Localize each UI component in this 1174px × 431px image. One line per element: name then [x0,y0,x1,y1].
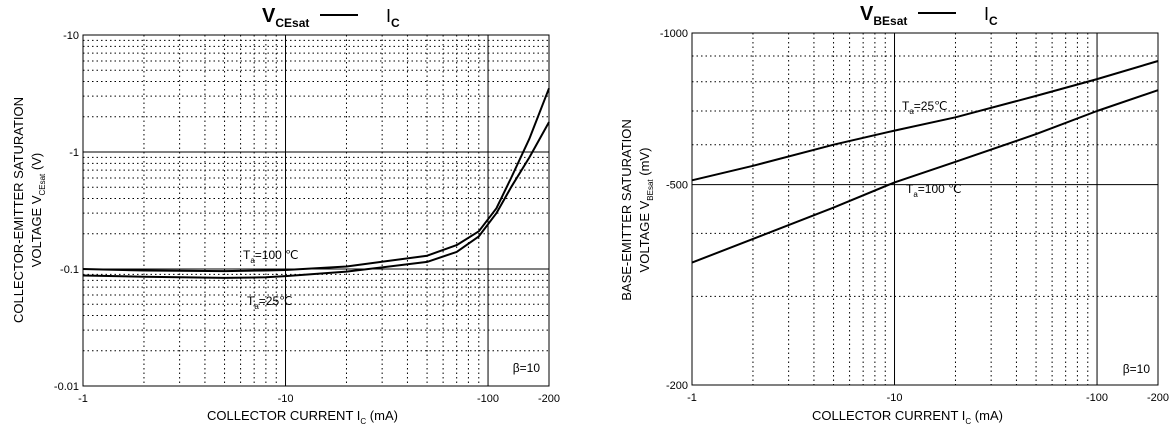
chart-title: VBEsat IC [860,3,998,28]
plot-frame [691,32,1159,386]
y-tick-label: -0.01 [54,381,79,393]
chart-2: -1 -10 -100 -200 -1000 -500 -200 Ta=25℃ Ta=100 ℃… [619,3,1169,426]
x-tick-label: -1 [687,392,697,404]
title-text: VCEsat [262,5,309,30]
beta-annotation: β=10 [1123,362,1151,376]
series-label-2: Ta=25℃ [247,294,293,311]
y-tick-label: -1 [69,147,79,159]
x-tick-label: -200 [538,393,560,405]
y-tick-label: -1000 [660,28,688,40]
title-vs: IC [984,4,998,28]
y-tick-label: -0.1 [60,264,79,276]
x-tick-label: -100 [1086,392,1108,404]
grid [83,35,549,386]
series-label-2: Ta=100 ℃ [906,182,962,199]
y-tick-label: -200 [666,380,688,392]
y-tick-label: -10 [63,30,79,42]
x-tick-label: -200 [1147,392,1169,404]
chart-1: -1 -10 -100 -200 -10 -1 -0.1 -0.01 Ta=100 ℃ Ta=25… [11,5,560,426]
chart-title: VCEsat IC [262,5,400,30]
x-tick-label: -100 [477,393,499,405]
series-label-1: Ta=25℃ [902,99,948,116]
plot-frame [82,34,550,387]
series-label-1: Ta=100 ℃ [243,248,299,265]
y-axis-label-line2: VOLTAGE VBEsat (mV) [637,148,655,273]
grid [692,33,1158,385]
x-axis-label: COLLECTOR CURRENT IC (mA) [812,408,1003,426]
series-line-2 [691,89,1159,264]
y-tick-label: -500 [666,180,688,192]
title-vs: IC [386,6,400,30]
y-axis-label-line1: COLLECTOR-EMITTER SATURATION [11,97,26,323]
series-line-1 [82,87,550,273]
x-tick-label: -1 [78,393,88,405]
x-axis-label: COLLECTOR CURRENT IC (mA) [207,408,398,426]
series-line-1 [691,60,1159,182]
beta-annotation: β=10 [513,361,541,375]
x-tick-label: -10 [278,393,294,405]
y-axis-label-line2: VOLTAGE VCEsat (V) [29,153,47,268]
series-line-2 [82,121,550,279]
x-tick-label: -10 [887,392,903,404]
y-axis-label-line1: BASE-EMITTER SATURATION [619,119,634,301]
title-text: VBEsat [860,3,907,28]
